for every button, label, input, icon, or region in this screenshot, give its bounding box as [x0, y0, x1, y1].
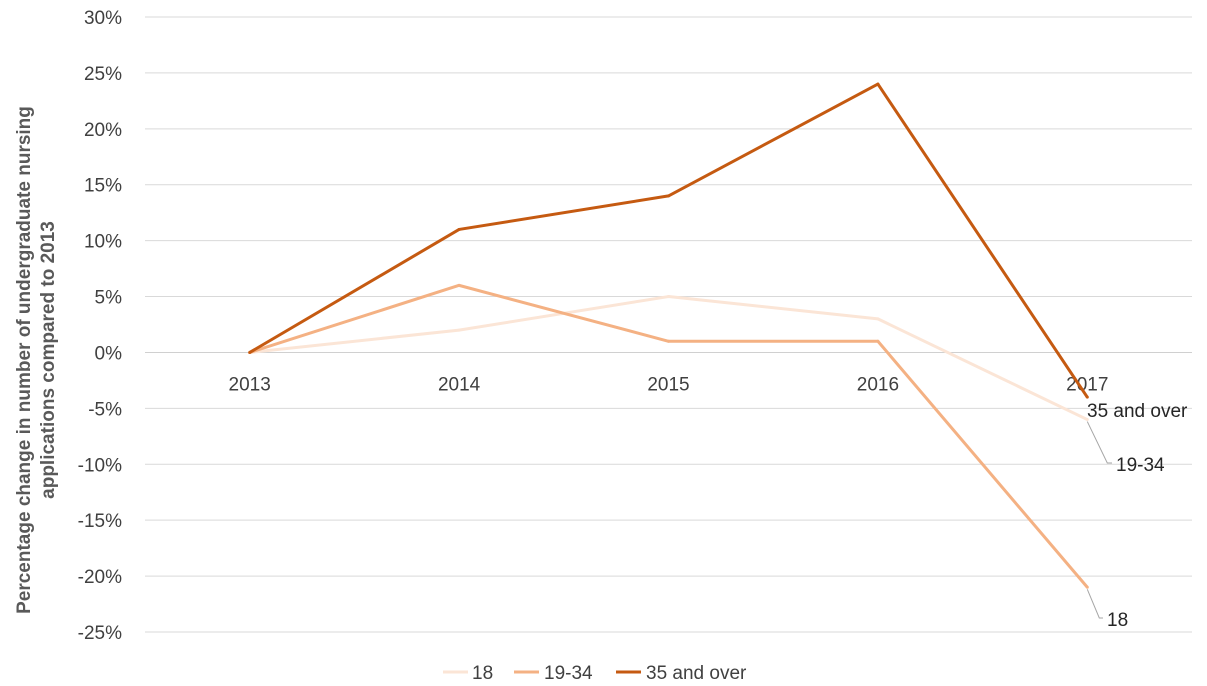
data-point-35-and-over	[876, 82, 880, 86]
y-tick-label: -15%	[78, 511, 122, 532]
legend-label-35-and-over: 35 and over	[646, 663, 747, 684]
x-tick-label: 2016	[857, 374, 899, 395]
x-tick-label: 2014	[438, 374, 481, 395]
data-point-19-34	[876, 339, 880, 343]
y-axis-ticks: 30% 25% 20% 15% 10% 5% 0% -5% -10% -15% -20% -25%	[78, 8, 122, 644]
y-tick-label: 10%	[84, 232, 122, 253]
data-point-18	[667, 295, 670, 299]
data-point-35-and-over	[667, 194, 670, 198]
y-tick-label: -25%	[78, 623, 122, 644]
data-point-19-34	[667, 339, 670, 343]
y-tick-label: -5%	[88, 399, 122, 420]
legend: 18 19-34 35 and over	[443, 663, 747, 684]
label-leader-lines	[1086, 421, 1112, 619]
series-line-19-34	[249, 283, 1089, 589]
y-tick-label: 25%	[84, 64, 122, 85]
y-tick-label: 5%	[95, 288, 123, 309]
gridlines	[145, 16, 1192, 633]
y-tick-label: 15%	[84, 176, 122, 197]
data-point-35-and-over	[248, 350, 252, 354]
leader-line-18	[1086, 589, 1103, 619]
series-lines	[248, 82, 1089, 589]
x-tick-label: 2013	[229, 374, 271, 395]
legend-label-19-34: 19-34	[544, 663, 593, 684]
series-line-18	[249, 295, 1088, 421]
data-point-18	[1085, 418, 1089, 422]
y-axis-title-line-2: applications compared to 2013	[38, 221, 59, 499]
data-point-19-34	[457, 283, 461, 287]
data-point-18	[876, 317, 880, 321]
data-point-19-34	[1085, 585, 1089, 589]
y-tick-label: -10%	[78, 455, 122, 476]
end-label-19-34: 19-34	[1116, 455, 1165, 476]
y-tick-label: 0%	[95, 343, 123, 364]
end-label-18: 18	[1107, 610, 1128, 631]
data-point-35-and-over	[457, 227, 461, 231]
y-tick-label: -20%	[78, 567, 122, 588]
data-point-35-and-over	[1085, 395, 1089, 399]
y-axis-title-line-1: Percentage change in number of undergrad…	[14, 106, 35, 614]
data-point-18	[457, 328, 461, 332]
y-tick-label: 20%	[84, 120, 122, 141]
end-label-35-and-over: 35 and over	[1087, 401, 1188, 422]
x-tick-label: 2015	[647, 374, 689, 395]
x-axis-ticks: 2013 2014 2015 2016 2017	[229, 374, 1109, 395]
leader-line-19-34	[1086, 421, 1112, 464]
legend-label-18: 18	[472, 663, 493, 684]
y-tick-label: 30%	[84, 8, 122, 29]
